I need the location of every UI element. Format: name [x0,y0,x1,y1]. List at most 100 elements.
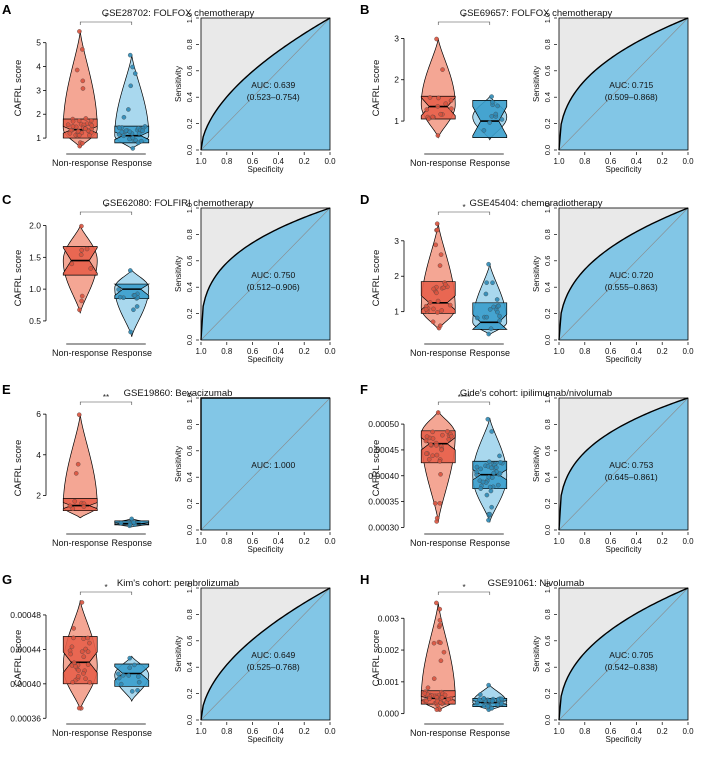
panel-title: GSE45404: chemoradiotherapy [469,198,602,209]
y-tick-label: 0.0 [543,525,552,535]
data-point [135,688,140,693]
data-point [437,606,443,612]
significance-label: * [104,203,107,212]
data-point [436,95,441,101]
x-tick-label: 0.8 [579,157,591,166]
data-point [132,293,138,298]
data-point [449,433,454,439]
auc-ci-label: (0.509–0.868) [605,92,658,102]
data-point [474,315,480,321]
data-point [486,459,492,465]
x-tick-label: 0.0 [682,157,694,166]
y-tick-label: 0.2 [185,498,194,508]
roc-diagonal [200,397,331,531]
x-category-label: Response [111,538,152,548]
data-point [117,125,122,131]
significance-label: **** [458,393,470,402]
data-point [474,700,480,706]
significance-label: * [462,203,465,212]
roc-frame [200,207,331,341]
x-category-label: Response [469,728,510,738]
x-tick-label: 0.0 [682,537,694,546]
x-tick-label: 1.0 [553,727,565,736]
data-point [490,99,495,105]
data-point [81,654,87,660]
box-response [472,100,508,138]
x-axis-label: Specificity [247,735,283,744]
y-tick-label: 0.000 [378,709,400,719]
y-tick-label: 1.5 [29,252,41,262]
data-point [121,115,127,120]
data-point [435,227,440,233]
x-tick-label: 0.0 [324,727,336,736]
data-point [445,429,450,434]
data-point [488,488,494,494]
data-point [126,107,131,112]
roc-frame [200,397,331,531]
y-tick-label: 0.00050 [368,419,399,429]
violin-plot-D: 1 2 3 CAFRL score Non-response Response * [371,203,510,358]
data-point [138,138,144,144]
data-point [73,664,78,669]
x-category-label: Non-response [410,348,467,358]
y-tick-label: 0.0 [543,145,552,155]
y-tick-label: 1 [394,307,399,317]
data-point [431,306,436,312]
x-tick-label: 1.0 [195,537,207,546]
data-point [434,290,439,296]
violin-plot-B: 1 2 3 CAFRL score Non-response Response * [371,13,510,168]
data-point [427,300,433,305]
data-point [127,665,132,671]
data-point [443,282,448,287]
panel-title: GSE28702: FOLFOX chemotherapy [102,8,255,19]
x-category-label: Response [469,348,510,358]
data-point [72,499,78,504]
data-point [130,146,136,151]
data-point [71,660,77,665]
x-tick-label: 0.0 [324,157,336,166]
x-tick-label: 0.2 [299,157,311,166]
data-point [77,29,82,34]
x-category-label: Response [111,728,152,738]
violin-response [114,269,150,337]
y-tick-label: 0.8 [543,39,552,49]
x-tick-label: 0.8 [579,727,591,736]
y-tick-label: 1 [36,133,41,143]
x-category-label: Response [111,158,152,168]
data-point [81,671,86,676]
y-axis-label: Sensitivity [174,446,183,482]
data-point [76,705,82,711]
y-tick-label: 0.6 [543,636,552,646]
data-point [80,86,86,91]
y-axis-label: CAFRL score [13,250,24,307]
data-point [431,676,437,681]
roc-curve [558,207,689,341]
data-point [442,692,448,698]
x-tick-label: 0.0 [682,727,694,736]
data-point [70,124,76,129]
auc-ci-label: (0.525–0.768) [247,662,300,672]
data-point [76,412,82,418]
data-point [439,308,444,313]
data-point [70,680,76,685]
y-tick-label: 0.4 [543,662,552,672]
y-tick-label: 0.6 [185,636,194,646]
data-point [80,47,85,52]
data-point [427,95,433,100]
data-point [430,114,435,120]
x-tick-label: 0.8 [221,347,233,356]
y-tick-label: 0.4 [185,662,194,672]
data-point [428,442,434,447]
y-tick-label: 0.2 [543,688,552,698]
data-point [435,104,440,109]
data-point [117,294,123,300]
data-point [496,303,501,309]
y-tick-label: 0.8 [185,609,194,619]
significance-bracket [437,591,491,595]
data-point [499,700,504,706]
data-point [434,452,440,458]
y-tick-label: 3 [394,33,399,43]
data-point [495,103,500,109]
roc-frame [558,17,689,151]
y-tick-label: 0.6 [543,66,552,76]
